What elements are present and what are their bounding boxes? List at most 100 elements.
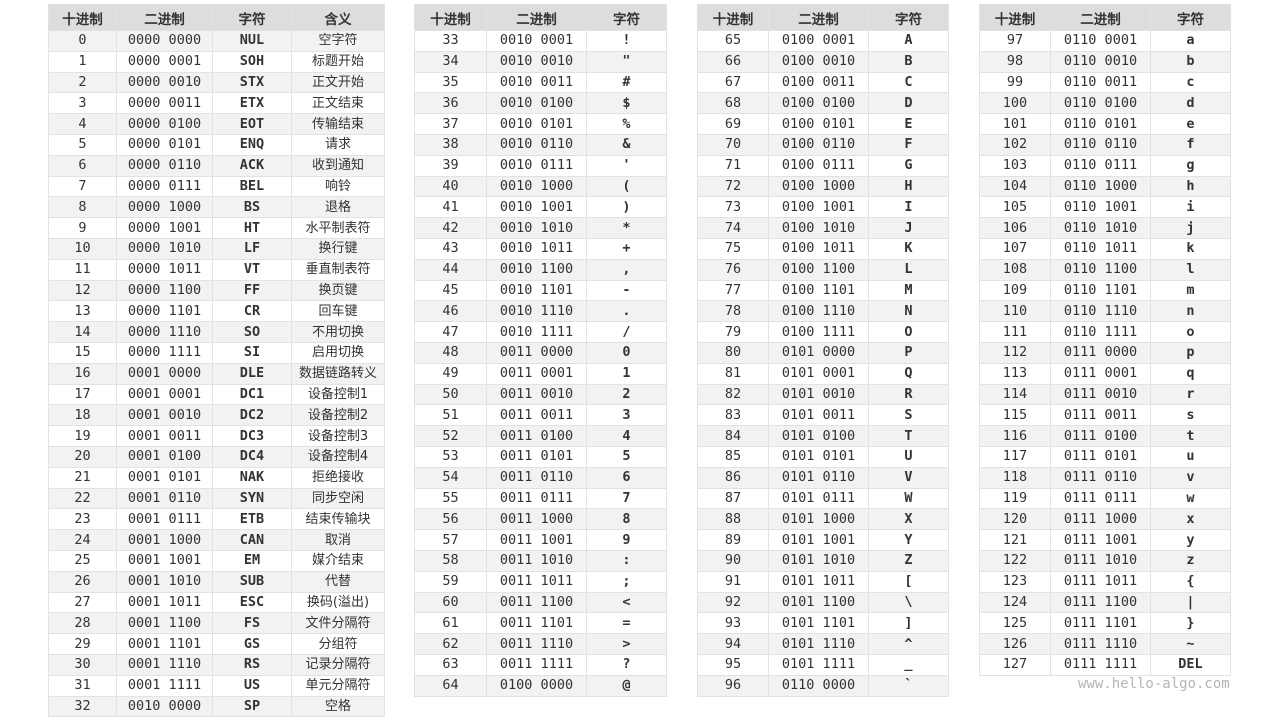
column-header-char: 字符: [868, 4, 949, 31]
cell-meaning: 标题开始: [291, 50, 385, 73]
table-row: 51 0011 0011 3: [414, 404, 667, 427]
cell-bin: 0110 0001: [1050, 30, 1151, 52]
table-row: 13 0000 1101 CR 回车键: [48, 300, 385, 323]
table-row: 42 0010 1010 *: [414, 217, 667, 239]
cell-dec: 52: [414, 425, 487, 447]
table-row: 38 0010 0110 &: [414, 133, 667, 156]
cell-dec: 2: [48, 71, 117, 94]
cell-bin: 0011 1111: [486, 653, 587, 676]
table-row: 52 0011 0100 4: [414, 425, 667, 447]
cell-meaning: 单元分隔符: [291, 674, 385, 697]
table-row: 10 0000 1010 LF 换行键: [48, 237, 385, 260]
cell-dec: 124: [979, 591, 1051, 614]
watermark: www.hello-algo.com: [1078, 676, 1230, 692]
table-row: 15 0000 1111 SI 启用切换: [48, 341, 385, 364]
cell-char: b: [1150, 50, 1231, 73]
cell-dec: 110: [979, 300, 1051, 323]
cell-dec: 72: [697, 175, 769, 198]
cell-bin: 0010 1101: [486, 279, 587, 302]
cell-dec: 113: [979, 362, 1051, 385]
cell-char: SYN: [212, 487, 292, 510]
table-row: 71 0100 0111 G: [697, 154, 949, 177]
table-row: 43 0010 1011 +: [414, 237, 667, 260]
cell-dec: 82: [697, 383, 769, 406]
cell-dec: 73: [697, 196, 769, 219]
cell-dec: 104: [979, 175, 1051, 198]
cell-char: 9: [586, 529, 667, 551]
cell-dec: 53: [414, 445, 487, 468]
cell-dec: 98: [979, 50, 1051, 73]
cell-dec: 12: [48, 279, 117, 302]
table-row: 39 0010 0111 ': [414, 154, 667, 177]
cell-char: J: [868, 217, 949, 239]
table-row: 32 0010 0000 SP 空格: [48, 695, 385, 718]
cell-char: %: [586, 113, 667, 135]
cell-dec: 5: [48, 133, 117, 156]
table-row: 16 0001 0000 DLE 数据链路转义: [48, 362, 385, 385]
cell-dec: 75: [697, 237, 769, 260]
cell-dec: 40: [414, 175, 487, 198]
cell-dec: 111: [979, 321, 1051, 343]
cell-bin: 0001 0000: [116, 362, 213, 385]
cell-dec: 30: [48, 653, 117, 676]
cell-char: X: [868, 508, 949, 531]
cell-char: SI: [212, 341, 292, 364]
table-row: 3 0000 0011 ETX 正文结束: [48, 92, 385, 115]
table-row: 50 0011 0010 2: [414, 383, 667, 406]
cell-char: }: [1150, 612, 1231, 635]
cell-dec: 35: [414, 71, 487, 94]
cell-char: Q: [868, 362, 949, 385]
cell-dec: 126: [979, 633, 1051, 655]
cell-meaning: 正文开始: [291, 71, 385, 94]
cell-dec: 32: [48, 695, 117, 718]
table-row: 79 0100 1111 O: [697, 321, 949, 343]
cell-bin: 0000 1000: [116, 196, 213, 219]
cell-dec: 10: [48, 237, 117, 260]
cell-dec: 57: [414, 529, 487, 551]
cell-bin: 0001 1110: [116, 653, 213, 676]
table-row: 56 0011 1000 8: [414, 508, 667, 531]
cell-dec: 38: [414, 133, 487, 156]
table-row: 62 0011 1110 >: [414, 633, 667, 655]
table-row: 82 0101 0010 R: [697, 383, 949, 406]
cell-bin: 0011 0100: [486, 425, 587, 447]
cell-dec: 24: [48, 529, 117, 551]
cell-bin: 0000 0110: [116, 154, 213, 177]
cell-dec: 37: [414, 113, 487, 135]
cell-bin: 0101 0101: [768, 445, 869, 468]
cell-dec: 17: [48, 383, 117, 406]
table-row: 58 0011 1010:: [414, 549, 667, 572]
cell-char: #: [586, 71, 667, 94]
table-row: 124 0111 1100 |: [979, 591, 1231, 614]
cell-bin: 0111 1011: [1050, 570, 1151, 593]
header-row: 十进制 二进制 字符: [979, 4, 1231, 31]
cell-char: NAK: [212, 466, 292, 489]
header-row: 十进制 二进制 字符 含义: [48, 4, 385, 31]
cell-char: \: [868, 591, 949, 614]
cell-bin: 0011 1101: [486, 612, 587, 635]
cell-char: a: [1150, 30, 1231, 52]
cell-char: n: [1150, 300, 1231, 323]
cell-char: w: [1150, 487, 1231, 510]
cell-char: ?: [586, 653, 667, 676]
cell-char: DEL: [1150, 653, 1231, 676]
cell-char: 5: [586, 445, 667, 468]
cell-dec: 21: [48, 466, 117, 489]
table-row: 6 0000 0110 ACK 收到通知: [48, 154, 385, 177]
cell-bin: 0010 1111: [486, 321, 587, 343]
cell-bin: 0011 0101: [486, 445, 587, 468]
table-row: 93 0101 1101]: [697, 612, 949, 635]
cell-bin: 0001 0100: [116, 445, 213, 468]
cell-bin: 0000 0001: [116, 50, 213, 73]
cell-dec: 31: [48, 674, 117, 697]
cell-bin: 0010 1010: [486, 217, 587, 239]
cell-char: BS: [212, 196, 292, 219]
cell-char: S: [868, 404, 949, 427]
cell-bin: 0100 1001: [768, 196, 869, 219]
table-row: 107 0110 1011 k: [979, 237, 1231, 260]
cell-char: Z: [868, 549, 949, 572]
cell-bin: 0010 1011: [486, 237, 587, 260]
cell-dec: 81: [697, 362, 769, 385]
cell-dec: 9: [48, 217, 117, 239]
cell-dec: 123: [979, 570, 1051, 593]
